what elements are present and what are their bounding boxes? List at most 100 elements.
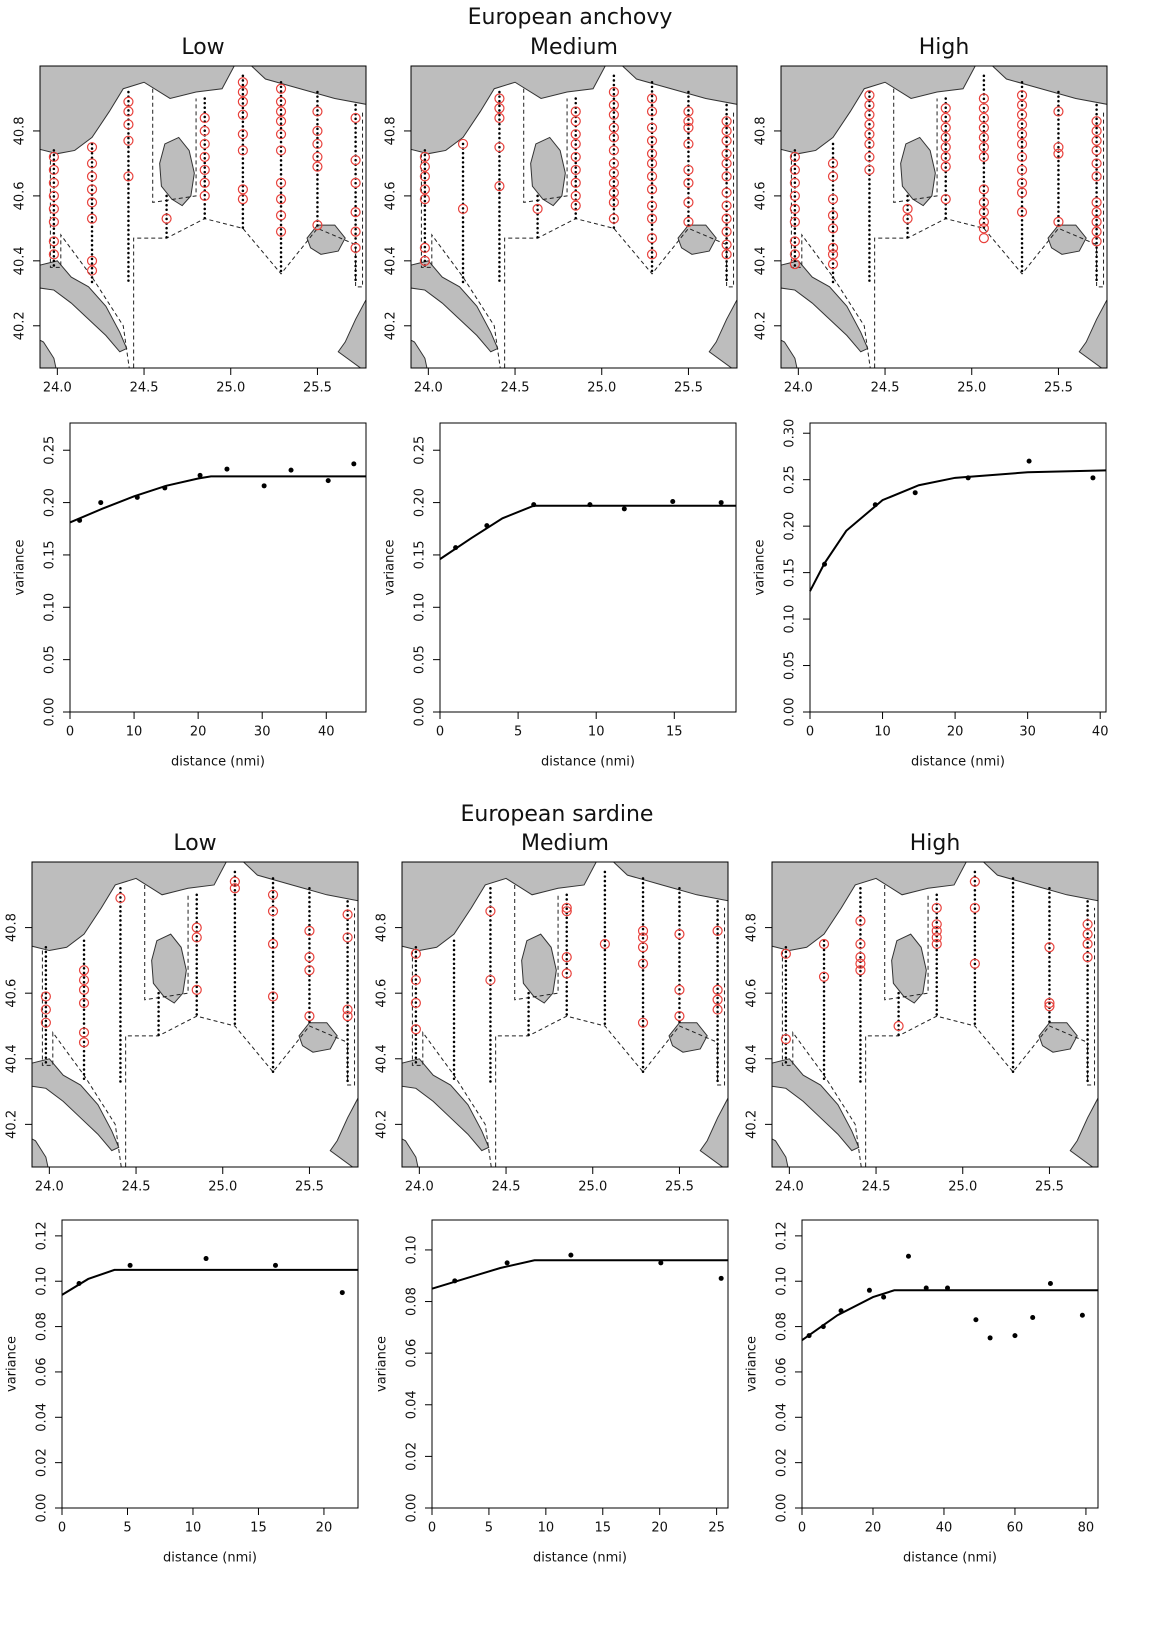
y-tick-label: 0.02 xyxy=(35,1448,50,1477)
sample-point xyxy=(86,213,98,224)
y-tick-label: 0.04 xyxy=(35,1403,50,1432)
stratum-boundary xyxy=(152,88,197,203)
x-tick-label: 80 xyxy=(1078,1521,1095,1536)
map-title: Medium xyxy=(530,35,618,60)
sample-point xyxy=(1091,116,1102,127)
y-tick-label: 40.4 xyxy=(375,1044,390,1073)
land xyxy=(900,136,936,207)
sample-point xyxy=(827,158,839,169)
x-tick-label: 25.5 xyxy=(295,1180,324,1195)
variogram-point xyxy=(98,500,104,506)
y-tick-label: 40.2 xyxy=(745,1110,760,1139)
sample-point xyxy=(940,151,951,163)
model-curve xyxy=(809,469,1107,592)
sample-point xyxy=(48,190,59,201)
y-tick-label: 40.8 xyxy=(13,116,28,145)
sample-point xyxy=(1091,158,1102,169)
sample-point xyxy=(637,958,649,969)
sample-point xyxy=(646,233,658,244)
sample-point xyxy=(646,106,658,117)
variogram-point xyxy=(197,472,203,478)
sample-point xyxy=(646,135,658,146)
sample-point xyxy=(78,984,90,996)
sample-point xyxy=(312,138,323,150)
sample-point xyxy=(86,184,98,195)
stratum-boundary xyxy=(420,153,501,368)
sample-point xyxy=(721,158,732,169)
stratum-boundary xyxy=(884,884,929,1001)
x-tick-label: 30 xyxy=(1019,725,1036,740)
sample-point xyxy=(855,952,866,963)
sample-point xyxy=(312,161,323,172)
sample-point xyxy=(199,125,210,137)
sample-point xyxy=(419,171,430,182)
x-tick-label: 25.0 xyxy=(957,381,986,396)
y-tick-label: 0.06 xyxy=(775,1357,790,1386)
land xyxy=(411,260,499,353)
sample-point xyxy=(40,991,51,1002)
sample-point xyxy=(646,93,658,104)
sample-point xyxy=(312,125,323,137)
sample-point xyxy=(1091,197,1102,208)
sample-point xyxy=(1091,145,1102,156)
x-tick-label: 25.0 xyxy=(587,381,616,396)
variogram-point xyxy=(923,1285,929,1291)
x-tick-label: 24.0 xyxy=(35,1180,64,1195)
sample-point xyxy=(1044,997,1055,1009)
x-tick-label: 25 xyxy=(708,1521,725,1536)
map-area xyxy=(411,66,737,368)
sample-point xyxy=(40,1017,51,1028)
sample-point xyxy=(864,151,875,163)
sample-point xyxy=(599,938,610,950)
sample-point xyxy=(48,216,59,227)
map-area xyxy=(402,862,728,1167)
x-tick-label: 24.5 xyxy=(492,1180,521,1195)
sample-point xyxy=(721,239,732,250)
y-tick-label: 0.25 xyxy=(783,465,798,494)
sample-point xyxy=(827,171,839,182)
sample-point xyxy=(48,164,59,176)
sample-point xyxy=(86,142,98,153)
sample-point xyxy=(637,942,649,953)
sample-point xyxy=(931,932,942,943)
y-tick-label: 40.8 xyxy=(745,913,760,942)
sample-point xyxy=(855,915,866,927)
sample-point xyxy=(646,184,658,195)
sample-point xyxy=(267,889,279,900)
sample-point xyxy=(940,142,951,153)
x-tick-label: 40 xyxy=(318,725,335,740)
stratum-boundary xyxy=(781,950,862,1167)
sample-point xyxy=(721,249,732,260)
land xyxy=(40,260,128,353)
sample-point xyxy=(721,213,732,224)
land xyxy=(337,298,366,368)
variogram-point xyxy=(658,1260,664,1266)
sample-point xyxy=(789,177,800,189)
sample-point xyxy=(780,1033,791,1045)
land xyxy=(40,66,366,155)
y-axis-label: variance xyxy=(383,540,398,596)
sample-point xyxy=(570,106,581,117)
x-tick-label: 0 xyxy=(436,725,444,740)
sample-point xyxy=(48,236,59,247)
x-tick-label: 10 xyxy=(874,725,891,740)
y-tick-label: 0.02 xyxy=(775,1448,790,1477)
x-tick-label: 30 xyxy=(254,725,271,740)
x-tick-label: 60 xyxy=(1007,1521,1024,1536)
stratum-boundary xyxy=(865,907,1096,1167)
sample-point xyxy=(78,974,90,986)
sample-point xyxy=(40,1004,51,1015)
sample-point xyxy=(419,194,430,205)
y-tick-label: 0.25 xyxy=(413,436,428,465)
x-tick-label: 20 xyxy=(651,1521,668,1536)
sample-point xyxy=(419,161,430,172)
sample-point xyxy=(780,948,791,959)
stratum-boundary xyxy=(514,884,559,1001)
stratum-boundary xyxy=(125,907,356,1167)
x-tick-label: 10 xyxy=(538,1521,555,1536)
x-tick-label: 5 xyxy=(485,1521,493,1536)
variogram-point xyxy=(881,1294,887,1300)
land xyxy=(411,339,428,368)
sample-point xyxy=(78,997,90,1009)
